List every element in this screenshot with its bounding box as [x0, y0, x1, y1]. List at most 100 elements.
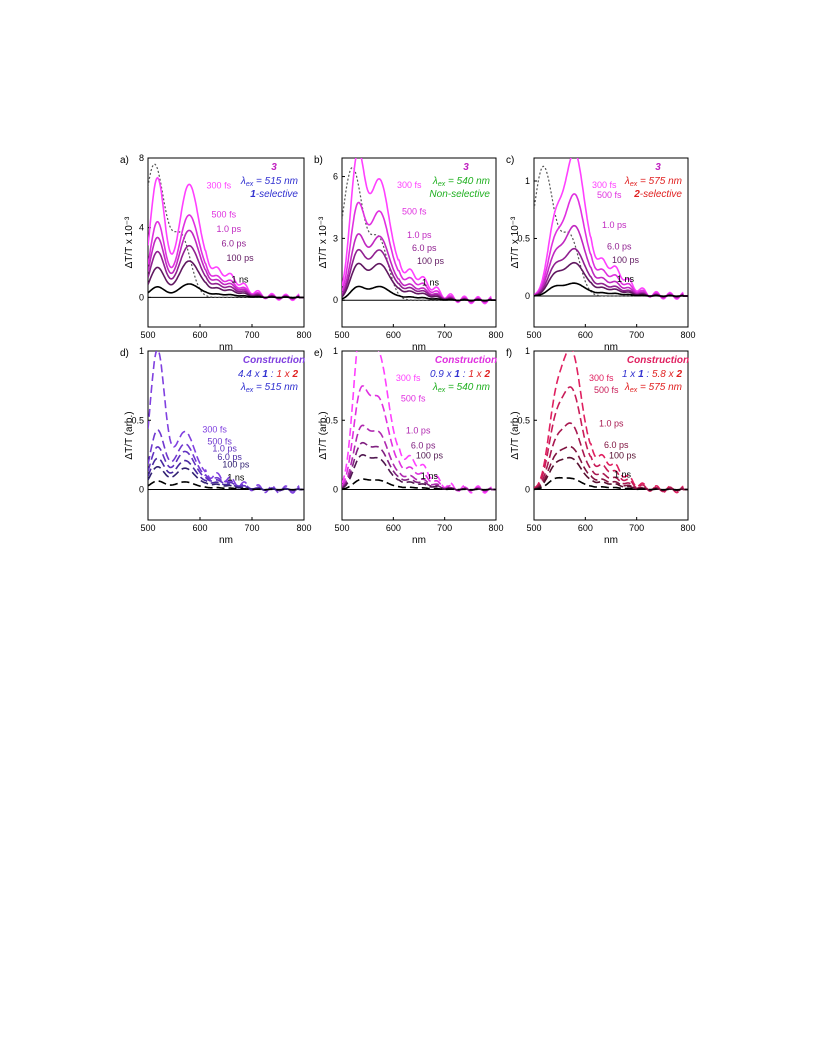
y-tick-label: 1 [525, 346, 530, 356]
x-tick-label: 600 [578, 523, 593, 533]
series-line [534, 456, 688, 492]
series-label: 6.0 ps [217, 452, 242, 462]
x-tick-label: 500 [526, 523, 541, 533]
y-axis-label: ΔT/T (arb.) [124, 411, 135, 459]
panel-6: 500 600 700 800 0 0.5 1 nm ΔT/T (arb.) f) 300 fs 50… [506, 346, 696, 546]
plot-area [534, 351, 688, 494]
annotation-part: ex [438, 181, 446, 188]
series-label: 300 fs [592, 180, 617, 190]
x-tick-label: 700 [244, 330, 259, 340]
x-tick-label: 800 [680, 523, 695, 533]
series-label: 6.0 ps [222, 238, 247, 248]
series-label: 1.0 ps [406, 426, 431, 436]
x-axis-label: nm [219, 535, 233, 546]
y-tick-label: 0.5 [325, 415, 338, 425]
y-tick-label: 4 [139, 223, 144, 233]
series-label: 6.0 ps [411, 440, 436, 450]
series-label: 100 ps [227, 253, 255, 263]
annotation-part: 1 [454, 369, 460, 380]
annotation-part: 1 x [276, 369, 292, 380]
series-line [148, 176, 304, 302]
annotation-part: -selective [256, 189, 299, 200]
series-line [342, 478, 496, 491]
y-tick-label: 1 [525, 176, 530, 186]
plot-frame [341, 157, 497, 328]
annotation-part: ex [246, 387, 254, 394]
y-tick-label: 8 [139, 153, 144, 163]
series-label: 300 fs [397, 180, 422, 190]
series-label: 6.0 ps [607, 242, 632, 252]
x-tick-label: 600 [386, 330, 401, 340]
panel-annotation: λex = 575 nm [624, 176, 682, 188]
annotation-part: 1 [262, 369, 268, 380]
series-label: 100 ps [609, 450, 637, 460]
panel-title: 3 [463, 162, 469, 173]
annotation-part: 5.8 x [652, 369, 676, 380]
series-label: 100 ps [417, 256, 445, 266]
series-label: 500 fs [594, 385, 619, 395]
annotation-part: 4.4 x [238, 369, 262, 380]
series-label: 100 ps [416, 450, 444, 460]
plot-frame [341, 350, 497, 521]
y-tick-label: 0.5 [517, 415, 530, 425]
plot-area [534, 158, 688, 300]
x-tick-label: 800 [488, 523, 503, 533]
x-axis-label: nm [604, 342, 618, 353]
x-tick-label: 600 [386, 523, 401, 533]
panel-label: c) [506, 155, 514, 166]
panel-5: 500 600 700 800 0 0.5 1 nm ΔT/T (arb.) e) 300 fs 50… [314, 346, 504, 546]
series-label: 1 ns [421, 471, 439, 481]
series-label: 1.0 ps [599, 418, 624, 428]
annotation-part: λ [240, 176, 246, 187]
series-label: 300 fs [396, 373, 421, 383]
series-line [342, 158, 496, 305]
panel-annotation: 1-selective [250, 189, 298, 200]
series-label: 1 ns [227, 472, 245, 482]
panel-label: e) [314, 348, 323, 359]
annotation-part: λ [624, 382, 630, 393]
y-tick-label: 0 [333, 295, 338, 305]
y-tick-label: 6 [333, 172, 338, 182]
panel-3: 500 600 700 800 0 0.5 1 nm ΔT/T x 10⁻³ c) 300 fs50… [506, 155, 696, 353]
panel-2: 500 600 700 800 0 3 6 nm ΔT/T x 10⁻³ b) 300 fs 500 … [314, 155, 504, 353]
annotation-part: = 575 nm [637, 382, 682, 393]
series-label: 500 fs [207, 436, 232, 446]
annotation-part: = 540 nm [445, 176, 490, 187]
annotation-part: 2 [633, 189, 640, 200]
series-line [148, 466, 304, 491]
annotation-part: λ [432, 176, 438, 187]
annotation-part: 1 [638, 369, 644, 380]
series-line [534, 476, 688, 491]
x-axis-label: nm [412, 342, 426, 353]
series-line [148, 351, 304, 494]
series-label: 1.0 ps [217, 224, 242, 234]
series-line [534, 282, 688, 297]
annotation-part: 2 [675, 369, 682, 380]
x-tick-label: 700 [437, 523, 452, 533]
panel-label: d) [120, 348, 129, 359]
y-axis-label: ΔT/T (arb.) [510, 411, 521, 459]
panel-annotation: λex = 540 nm [432, 382, 490, 394]
panel-label: a) [120, 155, 129, 166]
panel-label: b) [314, 155, 323, 166]
y-tick-label: 0 [525, 485, 530, 495]
annotation-part: ex [246, 181, 254, 188]
x-tick-label: 500 [140, 330, 155, 340]
panel-annotation: 4.4 x 1 : 1 x 2 [238, 369, 299, 380]
plot-area [342, 158, 496, 305]
series-label: 1.0 ps [602, 220, 627, 230]
annotation-part: λ [624, 176, 630, 187]
y-tick-label: 0 [139, 292, 144, 302]
series-label: 300 fs [207, 180, 232, 190]
series-line [342, 262, 496, 302]
series-label: 6.0 ps [604, 440, 629, 450]
annotation-part: 2 [483, 369, 490, 380]
series-label: 500 fs [402, 206, 427, 216]
annotation-part: = 515 nm [253, 382, 298, 393]
panel-title: Construction [627, 355, 689, 366]
y-tick-label: 3 [333, 233, 338, 243]
series-line [534, 422, 688, 492]
annotation-part: -selective [640, 189, 683, 200]
x-tick-label: 700 [244, 523, 259, 533]
